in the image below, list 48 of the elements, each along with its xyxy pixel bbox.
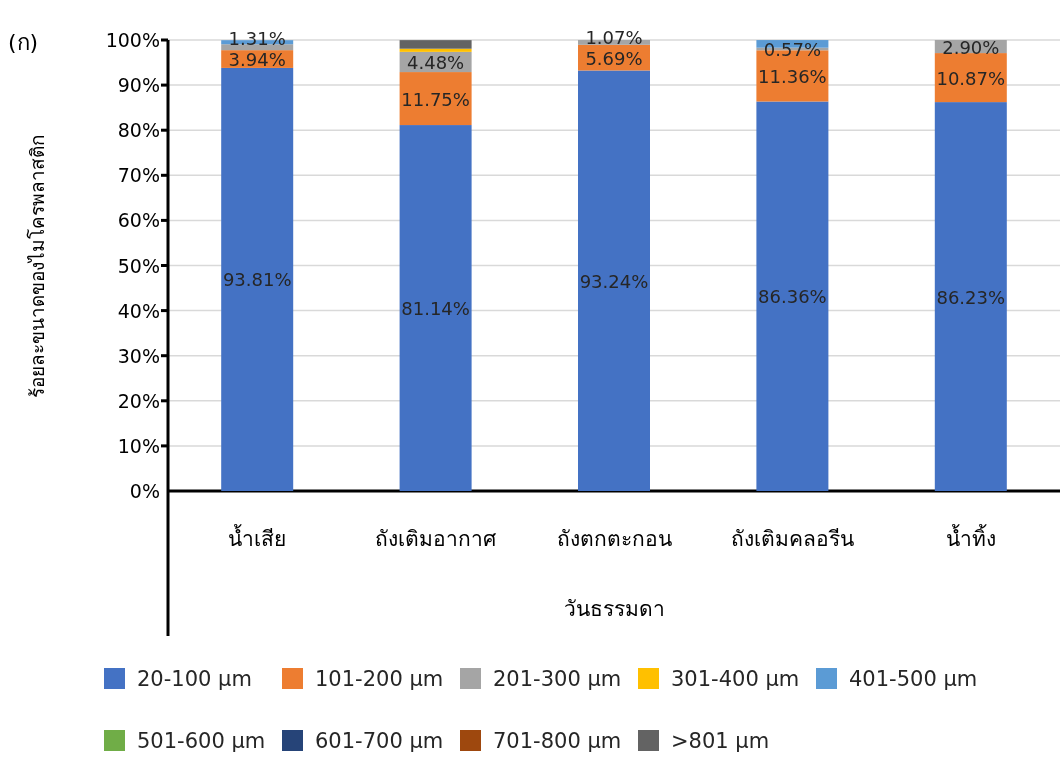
legend-label: 301-400 µm: [671, 667, 800, 691]
y-tick-label: 0%: [129, 480, 160, 502]
y-tick-label: 100%: [105, 29, 160, 51]
data-label: 4.48%: [407, 51, 465, 73]
y-tick-label: 60%: [117, 209, 160, 232]
legend-label: 201-300 µm: [493, 667, 622, 691]
bar: [578, 70, 650, 491]
y-tick-label: 40%: [117, 299, 160, 322]
x-tick-label: ถังเติมอากาศ: [375, 527, 498, 551]
data-label: 11.36%: [758, 65, 827, 87]
x-tick-label: น้ำทิ้ง: [945, 524, 996, 551]
data-label: 93.81%: [222, 269, 292, 291]
bar: [756, 101, 829, 491]
data-label: 11.75%: [401, 88, 470, 110]
data-label: 86.23%: [936, 286, 1006, 308]
y-tick-label: 10%: [117, 434, 160, 457]
text: (ก): [8, 30, 39, 55]
legend-label: 20-100 µm: [137, 667, 252, 691]
bar: [399, 72, 472, 126]
y-tick-label: 30%: [117, 344, 160, 367]
x-tick-label: ถังตกตะกอน: [556, 527, 672, 551]
y-axis-title: ร้อยละขนาดของไมโครพลาสติก: [26, 133, 48, 398]
legend-label: 601-700 µm: [315, 729, 444, 753]
legend-label: 101-200 µm: [315, 667, 444, 691]
legend-label: 501-600 µm: [137, 729, 266, 753]
x-tick-label: ถังเติมคลอรีน: [730, 527, 854, 551]
data-label: 93.24%: [579, 270, 649, 292]
x-tick-label: น้ำเสีย: [228, 524, 287, 551]
y-tick-label: 80%: [117, 119, 160, 142]
data-label: 1.07%: [585, 26, 643, 48]
y-tick-label: 90%: [117, 74, 160, 97]
y-tick-label: 50%: [117, 254, 160, 277]
y-tick-label: 70%: [117, 164, 160, 187]
bar: [221, 67, 294, 491]
x-axis-title: วันธรรมดา: [563, 597, 665, 621]
data-label: 0.57%: [763, 39, 821, 60]
legend-label: >801 µm: [671, 729, 770, 753]
data-label: 5.69%: [585, 47, 643, 69]
bar: [399, 125, 472, 491]
bar: [934, 102, 1007, 491]
legend-label: 701-800 µm: [493, 729, 622, 753]
legend-label: 401-500 µm: [849, 667, 978, 691]
data-label: 2.90%: [942, 36, 1000, 58]
y-tick-label: 20%: [117, 389, 160, 412]
data-label: 86.36%: [758, 286, 827, 308]
data-label: 10.87%: [936, 67, 1006, 89]
data-label: 3.94%: [228, 49, 286, 71]
data-label: 81.14%: [401, 298, 470, 320]
